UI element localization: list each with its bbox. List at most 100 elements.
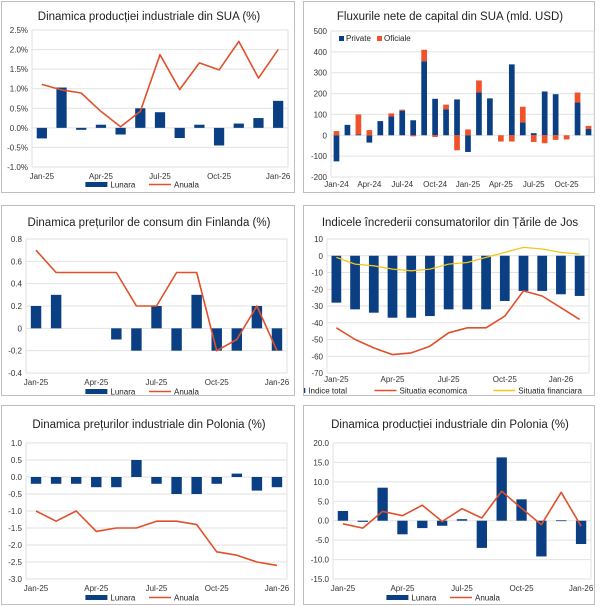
bar-lunara (536, 520, 547, 557)
y-tick-label: 2.5% (10, 26, 28, 35)
bar-oficiale (443, 104, 449, 110)
x-tick-label: Apr-24 (357, 180, 382, 189)
x-tick-label: Oct-25 (207, 172, 232, 181)
bar-lunara (456, 519, 468, 521)
x-tick-label: Apr-25 (84, 584, 109, 593)
chart-nl-consumer-confidence: Indicele încrederii consumatorilor din Ț… (304, 217, 590, 396)
x-tick-label: Jan-24 (324, 180, 349, 189)
line-anuala (342, 490, 582, 529)
bar-lunara (271, 328, 283, 351)
legend-swatch-private (339, 36, 344, 41)
chart-panel-us-capital-flows: Fluxurile nete de capital din SUA (mld. … (303, 1, 595, 193)
bar-indice-total (499, 255, 510, 301)
bar-lunara (131, 460, 142, 477)
x-tick-label: Jan-26 (569, 584, 594, 593)
chart-title: Fluxurile nete de capital din SUA (mld. … (337, 11, 563, 23)
bar-lunara (476, 520, 488, 548)
y-tick-label: 1.5% (10, 65, 28, 74)
bar-private (487, 98, 493, 136)
bar-lunara (36, 127, 47, 139)
y-tick-label: -10.0 (311, 556, 330, 565)
bar-indice-total (387, 255, 398, 318)
y-tick-label: -0.4 (8, 369, 22, 378)
bar-private (388, 116, 395, 136)
legend-label-anuala: Anuala (174, 594, 199, 603)
bar-lunara (50, 294, 62, 329)
bar-private (410, 120, 417, 136)
x-tick-label: Oct-25 (493, 375, 518, 384)
x-tick-label: Jul-25 (523, 180, 545, 189)
y-tick-label: -200 (311, 173, 328, 182)
legend-swatch-lunara (85, 595, 108, 600)
bar-lunara (191, 477, 202, 494)
chart-panel-poland-industrial: Dinamica producției industriale din Polo… (303, 405, 595, 605)
bar-lunara (337, 511, 349, 521)
y-tick-label: 400 (314, 48, 328, 57)
chart-poland-industrial: Dinamica producției industriale din Polo… (311, 419, 594, 603)
y-tick-label: 10 (314, 235, 323, 244)
bar-lunara (251, 477, 263, 491)
chart-title: Dinamica prețurilor industriale din Polo… (32, 419, 265, 431)
x-tick-label: Jan-26 (265, 378, 290, 387)
bar-indice-total (537, 255, 548, 291)
x-tick-label: Jul-25 (146, 378, 168, 387)
bar-oficiale (465, 129, 471, 136)
x-tick-label: Jul-25 (146, 584, 168, 593)
bar-oficiale (541, 135, 548, 144)
y-tick-label: -0.5 (8, 490, 22, 499)
legend-label-anuala: Anuala (174, 388, 199, 397)
bar-lunara (30, 477, 42, 484)
bar-lunara (50, 477, 62, 484)
bar-lunara (111, 477, 122, 488)
x-tick-label: Apr-25 (489, 180, 514, 189)
chart-title: Indicele încrederii consumatorilor din Ț… (322, 217, 579, 229)
bar-private (519, 122, 526, 136)
bar-indice-total (368, 255, 379, 313)
bar-indice-total (574, 255, 585, 296)
y-tick-label: -20 (311, 285, 323, 294)
y-tick-label: 2.0% (10, 46, 28, 55)
legend-label-lunara: Lunara (411, 594, 436, 603)
bar-indice-total (443, 255, 454, 310)
bar-lunara (56, 87, 67, 128)
bar-lunara (70, 477, 82, 484)
bar-lunara (417, 520, 428, 529)
y-tick-label: -2.0 (8, 541, 22, 550)
legend-swatch-lunara (386, 595, 409, 600)
x-tick-label: Jul-24 (391, 180, 413, 189)
bar-oficiale (530, 135, 537, 142)
x-tick-label: Jan-25 (24, 584, 49, 593)
y-tick-label: -5.0 (315, 536, 329, 545)
x-tick-label: Jan-26 (265, 584, 290, 593)
bar-private (541, 91, 548, 136)
bar-lunara (174, 127, 185, 139)
legend-label-lunara: Lunara (110, 181, 135, 190)
bar-private (355, 134, 362, 136)
y-tick-label: 0.0% (10, 124, 28, 133)
bar-lunara (151, 477, 162, 484)
bar-oficiale (421, 49, 427, 62)
y-tick-label: -40 (311, 319, 323, 328)
bar-private (421, 61, 427, 136)
y-tick-label: 0 (319, 252, 324, 261)
x-tick-label: Oct-25 (510, 584, 535, 593)
y-tick-label: -15.0 (311, 575, 330, 584)
bar-private (443, 109, 449, 136)
chart-us-industrial: Dinamica producției industriale din SUA … (7, 11, 291, 190)
x-tick-label: Jan-25 (324, 375, 349, 384)
chart-panel-nl-consumer-confidence: Indicele încrederii consumatorilor din Ț… (303, 205, 595, 396)
legend-label-situatia-financiara: Situatia financiara (518, 387, 582, 396)
line-situatia-financiara (336, 246, 580, 272)
bar-private (399, 110, 406, 136)
bar-lunara (357, 520, 368, 522)
bar-lunara (377, 487, 388, 521)
bar-private (333, 135, 340, 162)
legend-label-lunara: Lunara (110, 388, 135, 397)
x-tick-label: Jan-25 (331, 584, 356, 593)
bar-lunara (30, 306, 42, 329)
bar-lunara (273, 100, 284, 128)
y-tick-label: -1.5 (8, 524, 22, 533)
y-tick-label: -60 (311, 352, 323, 361)
y-tick-label: 0.6 (11, 257, 23, 266)
chart-finland-cpi: Dinamica prețurilor de consum din Finlan… (8, 217, 290, 397)
